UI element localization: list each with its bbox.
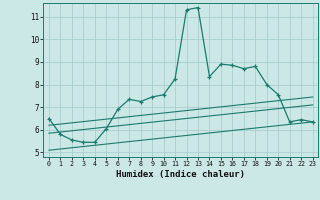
X-axis label: Humidex (Indice chaleur): Humidex (Indice chaleur) xyxy=(116,170,245,179)
